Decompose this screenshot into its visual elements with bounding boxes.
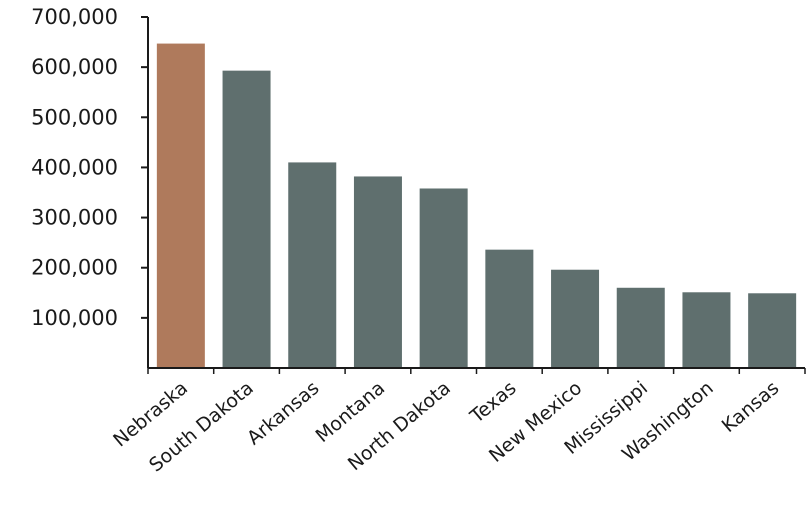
bar-arkansas: [288, 162, 337, 368]
y-tick-label: 400,000: [31, 155, 118, 179]
bar-south-dakota: [222, 70, 271, 368]
bar-nebraska: [156, 43, 205, 368]
y-tick-label: 200,000: [31, 256, 118, 280]
bars: [156, 43, 797, 368]
bar-mississippi: [616, 287, 665, 368]
bar-washington: [682, 292, 731, 368]
y-tick-label: 600,000: [31, 55, 118, 79]
y-tick-label: 500,000: [31, 105, 118, 129]
y-tick-label: 100,000: [31, 306, 118, 330]
y-tick-label: 300,000: [31, 206, 118, 230]
y-tick-label: 700,000: [31, 5, 118, 29]
bar-kansas: [748, 293, 797, 368]
bar-north-dakota: [419, 188, 468, 368]
x-tick-label: Kansas: [718, 377, 784, 437]
x-tick-label: Texas: [465, 377, 520, 428]
y-axis: 100,000 200,000 300,000 400,000 500,000 600,0…: [31, 5, 149, 368]
bar-texas: [485, 249, 534, 368]
bar-new-mexico: [551, 269, 600, 368]
x-tick-label: Arkansas: [243, 377, 323, 450]
bar-montana: [353, 176, 402, 368]
